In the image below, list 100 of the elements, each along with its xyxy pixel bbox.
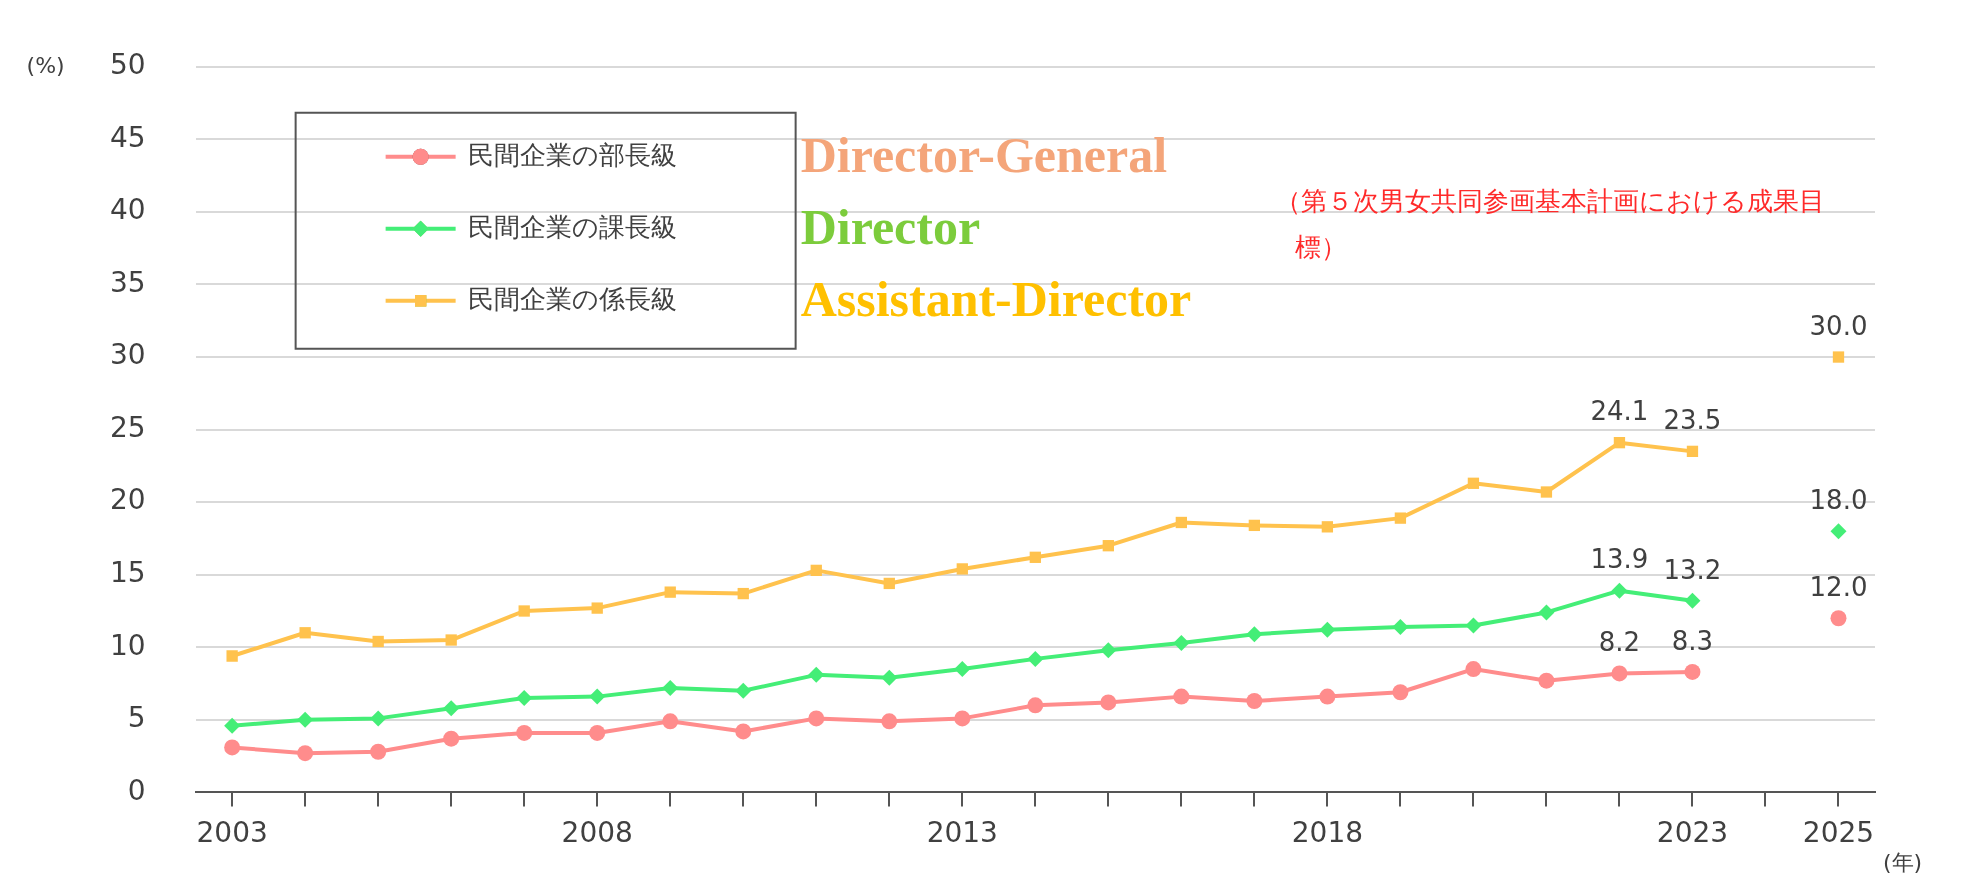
legend-label: 民間企業の課長級 xyxy=(467,211,677,242)
point xyxy=(1832,351,1845,363)
y-tick-label: 50 xyxy=(109,48,146,82)
y-tick-label: 25 xyxy=(109,410,146,444)
y-tick-label: 10 xyxy=(109,628,146,662)
point xyxy=(1830,523,1847,540)
point xyxy=(370,743,387,760)
point xyxy=(226,650,238,662)
point xyxy=(737,587,749,600)
point xyxy=(297,711,314,728)
x-tick-label: 2023 xyxy=(1656,816,1729,850)
point xyxy=(808,710,825,727)
legend-label: 民間企業の係長級 xyxy=(467,283,677,314)
data-label: 30.0 xyxy=(1809,310,1868,341)
point xyxy=(443,730,460,747)
point xyxy=(1467,477,1480,489)
point xyxy=(1394,512,1407,524)
point xyxy=(1029,551,1041,563)
point xyxy=(591,602,603,614)
point xyxy=(1321,521,1334,533)
point xyxy=(445,634,457,646)
point xyxy=(662,679,679,696)
point xyxy=(1246,626,1263,643)
y-tick-label: 35 xyxy=(109,265,146,299)
data-label: 12.0 xyxy=(1809,572,1868,603)
point xyxy=(1465,661,1482,678)
point xyxy=(881,713,898,730)
data-label: 13.9 xyxy=(1590,544,1649,575)
point xyxy=(954,710,971,727)
y-tick-label: 20 xyxy=(109,483,146,517)
point xyxy=(518,605,530,617)
point xyxy=(370,710,387,727)
y-tick-label: 15 xyxy=(109,556,146,589)
y-axis-title: (%) xyxy=(26,52,65,78)
point xyxy=(1686,445,1699,458)
data-label: 23.5 xyxy=(1663,405,1722,436)
x-tick-label: 2018 xyxy=(1291,816,1364,850)
point xyxy=(1246,692,1263,709)
point xyxy=(1173,634,1190,651)
point xyxy=(1319,688,1336,705)
point xyxy=(1102,540,1114,552)
y-tick-label: 0 xyxy=(127,773,146,807)
point xyxy=(516,690,533,707)
y-tick-label: 30 xyxy=(109,338,146,372)
point xyxy=(372,635,384,648)
point xyxy=(1684,663,1701,680)
point xyxy=(1392,684,1409,701)
data-label: 18.0 xyxy=(1809,484,1868,515)
point xyxy=(224,739,241,756)
point xyxy=(1613,437,1626,449)
point xyxy=(1538,604,1555,621)
annotation: Assistant-Director xyxy=(800,270,1192,327)
annotation: Director-General xyxy=(800,126,1168,183)
y-tick-label: 45 xyxy=(109,120,146,154)
point xyxy=(1173,688,1190,705)
annotation: Director xyxy=(800,198,981,255)
x-tick-label: 2008 xyxy=(561,816,633,850)
point xyxy=(589,688,606,705)
point xyxy=(662,713,679,730)
point xyxy=(1538,672,1555,689)
point xyxy=(1392,618,1409,635)
point xyxy=(1684,592,1701,609)
point xyxy=(443,700,460,717)
point xyxy=(1100,642,1117,659)
point xyxy=(224,717,241,734)
point xyxy=(589,724,606,741)
x-tick-label: 2013 xyxy=(926,816,998,850)
data-label: 8.3 xyxy=(1671,625,1714,656)
point xyxy=(954,661,971,678)
legend-label: 民間企業の部長級 xyxy=(467,139,677,170)
point xyxy=(956,563,968,575)
point xyxy=(1465,617,1482,634)
point xyxy=(735,682,752,699)
data-label: 8.2 xyxy=(1598,627,1641,658)
point xyxy=(299,627,311,639)
point xyxy=(881,669,898,686)
y-tick-label: 40 xyxy=(109,193,146,227)
point xyxy=(297,745,314,762)
annotation: （第５次男女共同参画基本計画における成果目標） xyxy=(1275,185,1825,262)
x-axis-title: (年) xyxy=(1883,850,1923,874)
point xyxy=(1319,621,1336,638)
point xyxy=(1100,694,1117,711)
point xyxy=(1248,519,1261,532)
point xyxy=(808,666,825,683)
point xyxy=(1611,582,1628,599)
point xyxy=(810,564,822,577)
x-tick-label: 2025 xyxy=(1802,816,1875,850)
point xyxy=(1175,516,1187,529)
point xyxy=(883,577,895,590)
point xyxy=(664,586,676,598)
point xyxy=(1027,697,1044,714)
point xyxy=(1027,650,1044,667)
point xyxy=(516,724,533,741)
point xyxy=(1611,665,1628,682)
data-label: 13.2 xyxy=(1663,554,1722,585)
point xyxy=(1830,610,1847,627)
point xyxy=(735,723,752,740)
x-tick-label: 2003 xyxy=(196,816,268,850)
data-label: 24.1 xyxy=(1590,396,1649,427)
point xyxy=(1540,486,1553,498)
